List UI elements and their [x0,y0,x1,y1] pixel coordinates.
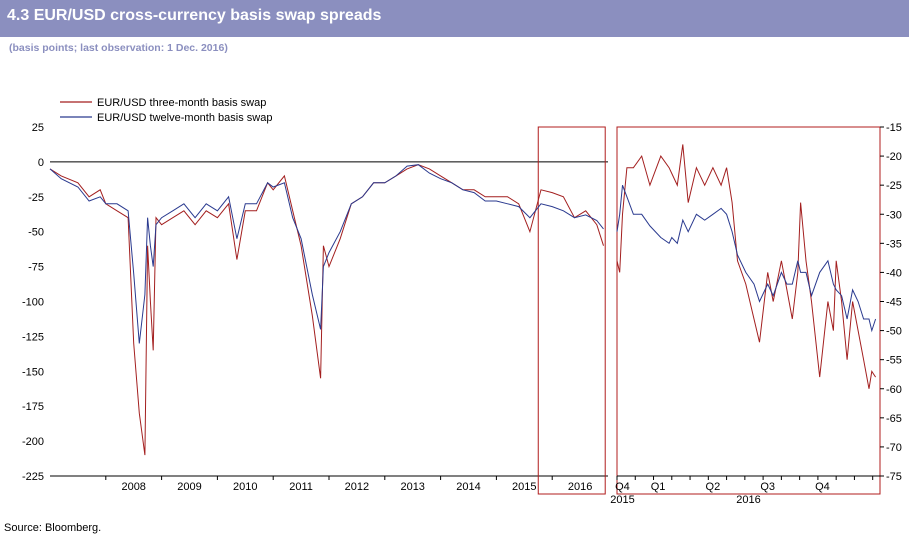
y-tick-label: -30 [886,209,902,221]
x-tick-label: 2016 [568,481,592,493]
x-tick-label: Q4 [615,481,630,493]
series-line [49,164,604,344]
x-tick-label: 2009 [177,481,201,493]
y-tick-label: -50 [886,326,902,338]
y-tick-label: -70 [886,442,902,454]
y-tick-label: -75 [28,262,44,274]
year-label: 2016 [736,494,760,506]
x-tick-label: 2010 [233,481,257,493]
y-tick-label: -175 [22,401,44,413]
x-tick-label: 2013 [400,481,424,493]
y-tick-label: -125 [22,331,44,343]
zoom-frame [616,126,881,495]
left-panel: 25 0 -25 -50 -75 -100 -125 -150 -175 -200 -225 2008… [22,122,608,495]
y-tick-label: -65 [886,413,902,425]
y-tick-label: -75 [886,471,902,483]
y-tick-label: -200 [22,436,44,448]
x-tick-label: Q3 [760,481,775,493]
y-tick-label: -50 [28,227,44,239]
x-tick-label: 2012 [345,481,369,493]
y-tick-label: -225 [22,471,44,483]
source-note: Source: Bloomberg. [4,522,102,534]
y-tick-label: -20 [886,151,902,163]
series-line [616,185,877,333]
x-tick-label: Q4 [815,481,830,493]
x-tick-label: Q1 [651,481,666,493]
chart-title: 4.3 EUR/USD cross-currency basis swap sp… [7,7,382,24]
y-tick-label: -35 [886,238,902,250]
chart-subtitle: (basis points; last observation: 1 Dec. … [9,42,228,54]
right-panel: -15 -20 -25 -30 -35 -40 -45 -50 -55 -60 -65 -70 -75 Q… [610,122,902,506]
legend-label-twelve-month: EUR/USD twelve-month basis swap [97,112,272,124]
x-tick-label: 2008 [121,481,145,493]
y-tick-label: 0 [38,157,44,169]
x-tick-label: 2014 [456,481,480,493]
y-tick-label: -150 [22,366,44,378]
y-tick-label: -15 [886,122,902,134]
y-tick-label: -25 [886,180,902,192]
y-tick-label: -25 [28,192,44,204]
x-tick-label: Q2 [706,481,721,493]
y-tick-label: -40 [886,267,902,279]
chart-header: 4.3 EUR/USD cross-currency basis swap sp… [0,0,909,37]
legend: EUR/USD three-month basis swap EUR/USD t… [60,97,272,124]
year-label: 2015 [610,494,634,506]
series-line [616,144,877,389]
series-line [49,164,604,456]
legend-label-three-month: EUR/USD three-month basis swap [97,97,266,109]
y-tick-label: -60 [886,384,902,396]
y-tick-label: -100 [22,297,44,309]
x-tick-label: 2011 [289,481,313,493]
highlight-box [537,126,606,495]
y-tick-label: -55 [886,355,902,367]
y-tick-label: 25 [32,122,44,134]
y-tick-label: -45 [886,297,902,309]
x-tick-label: 2015 [512,481,536,493]
